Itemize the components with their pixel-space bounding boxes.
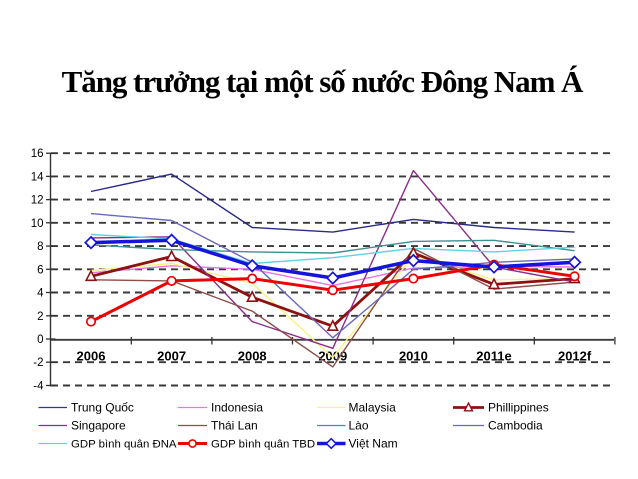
svg-text:Malaysia: Malaysia [349,401,397,415]
svg-text:8: 8 [37,241,43,253]
svg-text:2009: 2009 [318,349,347,364]
svg-text:-2: -2 [33,357,43,369]
svg-text:2010: 2010 [399,349,428,364]
svg-text:Phillippines: Phillippines [488,401,549,415]
svg-text:Indonesia: Indonesia [211,401,263,415]
svg-text:2008: 2008 [238,349,267,364]
svg-text:GDP bình quân ĐNA: GDP bình quân ĐNA [71,439,177,451]
svg-text:2007: 2007 [157,349,186,364]
svg-text:2012f: 2012f [558,349,592,364]
svg-text:2: 2 [37,311,43,323]
svg-text:Cambodia: Cambodia [488,419,543,433]
svg-text:2006: 2006 [77,349,106,364]
svg-text:GDP bình quân TBD: GDP bình quân TBD [211,439,315,451]
svg-text:14: 14 [31,171,44,183]
svg-text:12: 12 [31,195,44,207]
svg-text:0: 0 [37,334,43,346]
svg-text:Thái Lan: Thái Lan [211,419,258,433]
svg-text:-4: -4 [33,381,44,393]
svg-text:Việt Nam: Việt Nam [349,437,398,451]
svg-text:16: 16 [31,148,44,160]
svg-text:4: 4 [37,288,44,300]
svg-text:2011e: 2011e [476,349,511,364]
svg-text:10: 10 [31,218,44,230]
svg-text:Trung Quốc: Trung Quốc [71,401,134,415]
svg-text:Singapore: Singapore [71,419,126,433]
svg-text:Lào: Lào [349,419,369,433]
svg-text:6: 6 [37,264,43,276]
